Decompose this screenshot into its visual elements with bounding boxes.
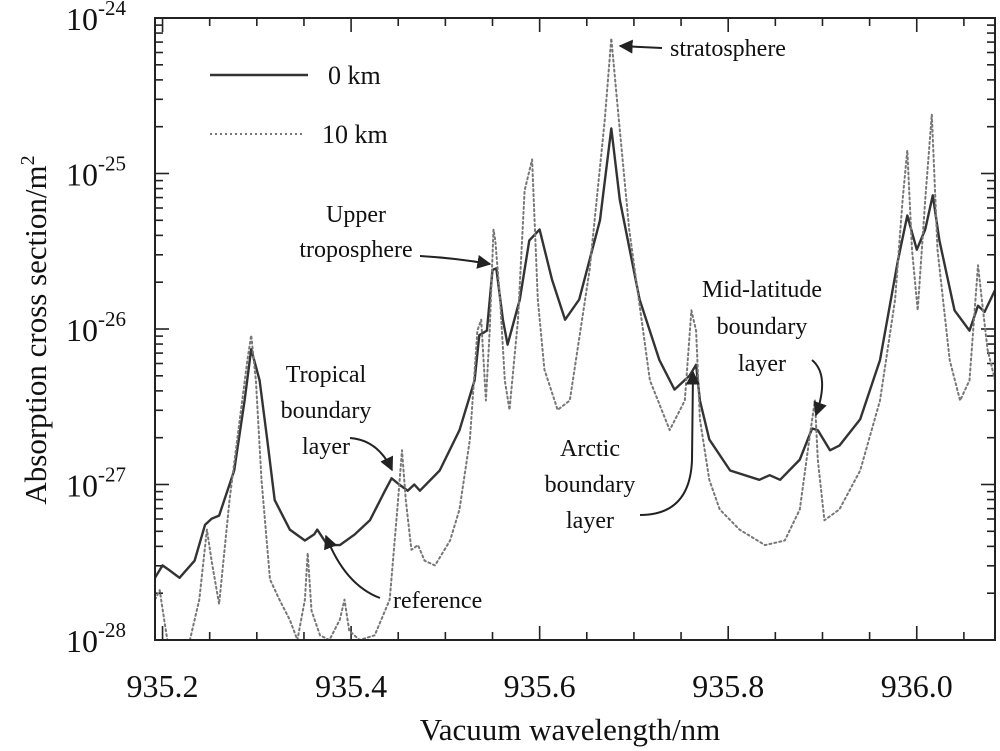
y-tick-base: 10 (66, 623, 98, 659)
annotation-text: Mid-latitude (702, 277, 822, 303)
annotation-text: Arctic (560, 436, 620, 462)
legend: 0 km 10 km (210, 61, 388, 149)
x-tick-label: 936.0 (881, 668, 953, 704)
y-tick-label: 10-27 (66, 463, 126, 504)
annotation-text: boundary (281, 398, 372, 424)
y-tick-base: 10 (66, 1, 98, 37)
y-tick-exponent: -24 (98, 0, 126, 20)
x-axis-title: Vacuum wavelength/nm (420, 712, 720, 747)
x-tick-label: 935.6 (504, 668, 576, 704)
y-tick-exponent: -28 (98, 618, 126, 642)
annotation-arrow (639, 370, 700, 516)
annotation-text: troposphere (299, 237, 412, 263)
y-axis-title: Absorption cross section/m2 (17, 155, 53, 504)
y-tick-label: 10-28 (66, 618, 126, 659)
x-tick-label: 935.4 (315, 668, 387, 704)
axis-ticks (155, 18, 995, 641)
y-tick-exponent: -25 (98, 152, 126, 176)
annotation-text: layer (738, 351, 786, 377)
annotation-tropical-boundary-layer: Tropical boundary layer (281, 362, 394, 472)
y-tick-label: 10-25 (66, 152, 126, 193)
y-tick-label: 10-24 (66, 0, 126, 37)
annotation-reference: reference (324, 534, 482, 614)
y-tick-base: 10 (66, 468, 98, 504)
y-tick-base: 10 (66, 312, 98, 348)
y-tick-base: 10 (66, 157, 98, 193)
annotation-arrow (811, 359, 827, 417)
annotation-upper-troposphere: Upper troposphere (299, 202, 492, 269)
series-line-0-km (155, 127, 995, 579)
annotation-text: stratosphere (670, 36, 786, 62)
annotation-text: Upper (326, 202, 386, 228)
series-line-10-km (155, 37, 995, 640)
series-group (155, 37, 995, 640)
x-tick-label: 935.2 (127, 668, 199, 704)
annotation-arrow (349, 437, 394, 472)
x-tick-label: 935.8 (692, 668, 764, 704)
y-tick-label: 10-26 (66, 307, 126, 348)
annotation-text: boundary (545, 472, 636, 498)
annotation-arctic-boundary-layer: Arctic boundary layer (545, 370, 700, 534)
annotation-text: layer (302, 434, 350, 460)
annotation-arrow (419, 254, 492, 269)
annotation-arrow (618, 39, 663, 54)
annotation-text: layer (566, 508, 614, 534)
legend-label-0km: 0 km (328, 61, 381, 90)
annotation-mid-latitude-boundary-layer: Mid-latitude boundary layer (702, 277, 827, 417)
annotation-text: Tropical (286, 362, 367, 388)
annotation-text: reference (393, 588, 482, 614)
plot-frame (154, 17, 996, 641)
legend-label-10km: 10 km (322, 120, 388, 149)
y-axis-title-exponent: 2 (17, 155, 39, 165)
annotation-stratosphere: stratosphere (618, 36, 786, 62)
y-tick-exponent: -27 (98, 463, 126, 487)
x-tick-labels: 935.2 935.4 935.6 935.8 936.0 (127, 668, 953, 704)
y-tick-exponent: -26 (98, 307, 126, 331)
annotation-arrow (324, 534, 381, 599)
y-axis-title-text: Absorption cross section/m (18, 165, 53, 504)
annotation-text: boundary (717, 314, 808, 340)
